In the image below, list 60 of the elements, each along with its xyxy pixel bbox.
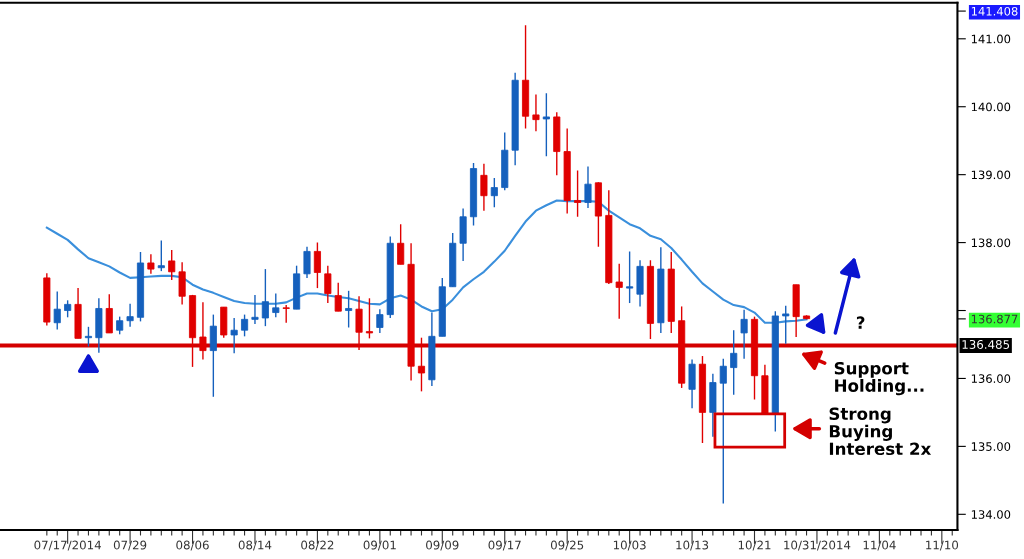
- y-tick-label: 141.408: [971, 6, 1018, 16]
- candlestick: [584, 165, 592, 209]
- x-tick-label: 09/01: [363, 540, 396, 551]
- y-tick-label: 138.00: [971, 238, 1011, 248]
- candlestick: [626, 250, 634, 304]
- candlestick: [490, 177, 498, 208]
- x-tick-label: 07/17/2014: [34, 540, 101, 551]
- candlestick: [53, 290, 61, 331]
- candlestick: [251, 294, 259, 325]
- candlestick: [574, 169, 582, 218]
- x-tick-label: 10/31/2014: [784, 540, 851, 551]
- candlestick: [615, 262, 623, 320]
- y-tick-label: 140.00: [971, 102, 1011, 112]
- y-tick-label: 141.00: [971, 34, 1011, 44]
- y-tick-label: 134.00: [971, 510, 1011, 519]
- candlestick: [334, 281, 342, 312]
- candlestick: [168, 249, 176, 281]
- candlestick: [542, 92, 550, 158]
- y-tick-label: 136.00: [971, 374, 1011, 383]
- x-tick-label: 09/25: [550, 540, 584, 551]
- candlestick: [719, 358, 727, 505]
- x-tick-label: 09/17: [488, 540, 521, 551]
- candlestick: [282, 304, 290, 324]
- candlestick: [397, 223, 405, 266]
- annotation: Strong Buying Interest 2x: [829, 407, 932, 456]
- y-tick-label: 139.00: [971, 170, 1011, 180]
- x-tick-label: 11/10: [926, 540, 959, 551]
- candlestick: [241, 313, 249, 338]
- x-tick-label: 10/13: [676, 540, 709, 551]
- candlestick: [313, 241, 321, 289]
- candlestick: [365, 297, 373, 340]
- candlestick: [272, 292, 280, 319]
- y-tick-label: 136.877: [971, 314, 1018, 324]
- candlestick: [126, 303, 134, 328]
- candlestick: [782, 305, 790, 345]
- y-tick-label: 135.00: [971, 442, 1011, 451]
- candlestick: [230, 317, 238, 355]
- candlestick: [261, 268, 269, 327]
- x-tick-label: 09/09: [426, 540, 459, 551]
- x-tick-label: 08/14: [238, 540, 272, 551]
- candlestick: [147, 253, 155, 275]
- x-tick-label: 11/04: [863, 540, 896, 551]
- candlestick: [740, 309, 748, 360]
- annotation: Support Holding...: [834, 361, 924, 396]
- candlestick: [532, 93, 540, 132]
- x-tick-label: 10/21: [738, 540, 771, 551]
- candlestick: [730, 329, 738, 396]
- x-tick-label: 07/29: [113, 540, 147, 551]
- candlestick: [324, 264, 332, 304]
- candlestick: [157, 239, 165, 272]
- candlestick: [345, 290, 353, 329]
- ref-line-label: 136.485: [962, 340, 1010, 349]
- candlestick: [84, 326, 92, 348]
- candlestick: [303, 245, 311, 279]
- x-tick-label: 08/22: [301, 540, 334, 551]
- candlestick: [480, 163, 488, 212]
- annotation: ?: [856, 316, 865, 329]
- x-tick-label: 10/03: [613, 540, 646, 551]
- x-tick-label: 08/06: [176, 540, 209, 551]
- candlestick: [376, 308, 384, 334]
